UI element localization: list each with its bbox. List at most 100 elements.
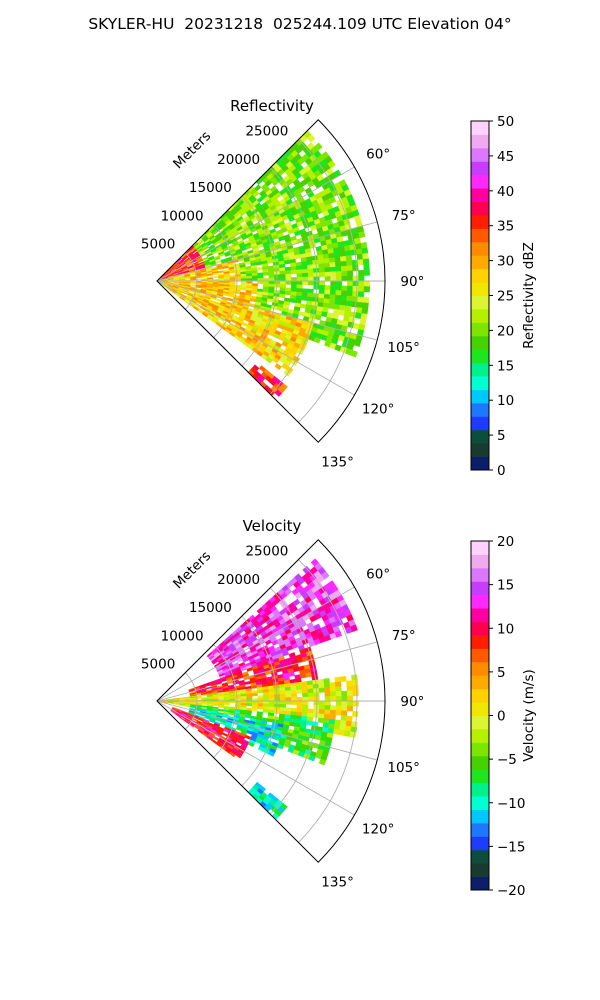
echo-cell: [307, 134, 316, 143]
echo-cell: [291, 697, 298, 702]
echo-cell: [335, 294, 342, 301]
echo-cell: [357, 259, 364, 266]
echo-cell: [314, 314, 322, 321]
echo-cell: [290, 287, 298, 293]
echo-cells: [157, 130, 371, 397]
echo-cell: [363, 280, 371, 287]
colorbar-tick-label: 5: [497, 665, 506, 681]
echo-cell: [268, 703, 275, 708]
echo-cell: [257, 706, 264, 710]
echo-cell: [190, 284, 197, 287]
echo-cell: [262, 709, 269, 713]
echo-cell: [190, 278, 197, 281]
echo-cell: [347, 700, 354, 707]
echo-cell: [323, 262, 331, 269]
echo-cell: [324, 700, 331, 706]
echo-cell: [329, 714, 336, 720]
echo-cell: [329, 709, 337, 716]
colorbar-segment: [471, 702, 489, 716]
echo-cell: [363, 286, 370, 293]
colorbar-segment: [471, 147, 489, 162]
echo-cell: [302, 280, 309, 286]
echo-cell: [339, 720, 347, 727]
echo-cell: [341, 265, 348, 272]
echo-cell: [279, 690, 286, 695]
echo-cell: [279, 277, 287, 282]
azimuth-gridline: [156, 700, 355, 816]
echo-cell: [361, 247, 369, 255]
echo-cell: [244, 680, 251, 685]
echo-cell: [334, 630, 343, 638]
echo-cell: [313, 336, 321, 344]
echo-cell: [285, 277, 292, 282]
colorbar-segment: [471, 174, 489, 189]
echo-cell: [335, 710, 342, 716]
echo-cell: [285, 693, 292, 698]
echo-cell: [341, 700, 348, 707]
echo-cell: [302, 276, 309, 282]
colorbar-segment: [471, 594, 489, 609]
colorbar-segment: [471, 201, 489, 216]
reflectivity-panel: 5000 10000 15000 20000 25000 Meters 60° 75° 90° 1…: [141, 119, 424, 471]
echo-cell: [274, 389, 283, 397]
echo-cell: [321, 311, 328, 318]
echo-cell: [268, 274, 275, 279]
echo-cell: [214, 256, 221, 261]
echo-cell: [306, 720, 313, 726]
echo-cell: [341, 710, 348, 717]
echo-cell: [323, 258, 330, 264]
colorbar-segment: [471, 782, 489, 797]
angle-tick-label: 75°: [392, 208, 416, 224]
colorbar-segment: [471, 688, 489, 703]
echo-cell: [346, 685, 353, 692]
echo-cell: [229, 276, 236, 280]
echo-cell: [323, 678, 330, 684]
echo-cell: [290, 266, 297, 271]
colorbar-segment: [471, 554, 489, 569]
echo-cell: [324, 691, 331, 697]
echo-cell: [330, 276, 337, 282]
echo-cell: [279, 274, 286, 278]
colorbar-segment: [471, 389, 489, 404]
echo-cell: [346, 285, 354, 292]
colorbar-segment: [471, 402, 489, 417]
echo-cell: [234, 291, 241, 295]
echo-cell: [318, 293, 325, 299]
colorbar-tick-label: 15: [497, 358, 514, 374]
echo-cell: [217, 708, 224, 712]
echo-cell: [266, 298, 274, 303]
echo-cell: [318, 709, 325, 715]
colorbar-segment: [471, 675, 489, 690]
azimuth-gridline: [156, 641, 378, 702]
colorbar-tick-label: 20: [497, 323, 514, 339]
echo-cell: [338, 729, 346, 736]
echo-cell: [296, 276, 303, 282]
echo-cell: [284, 266, 292, 272]
echo-cell: [291, 693, 298, 698]
echo-cell: [296, 288, 303, 293]
echo-cell: [289, 298, 297, 304]
colorbar-segment: [471, 349, 489, 364]
echo-cell: [324, 289, 331, 295]
echo-cell: [285, 280, 292, 285]
radial-axis-label: Meters: [170, 128, 214, 172]
echo-cell: [351, 296, 359, 303]
echo-cell: [363, 269, 370, 276]
echo-cell: [291, 700, 298, 705]
echo-cell: [351, 674, 358, 681]
colorbar-tick-label: 0: [497, 709, 506, 725]
echo-cell: [345, 300, 353, 307]
echo-cell: [217, 270, 224, 274]
echo-cell: [340, 715, 348, 722]
colorbar-segment: [471, 322, 489, 337]
echo-cell: [352, 690, 359, 697]
angle-tick-label: 105°: [387, 340, 420, 356]
radial-tick-label: 15000: [189, 180, 232, 196]
echo-cell: [354, 312, 362, 319]
radial-tick-label: 10000: [161, 628, 204, 644]
colorbar-segment: [471, 268, 489, 283]
colorbar-segment: [471, 228, 489, 243]
velocity-colorbar: −20 −15 −10 −5 0 5 10 15 20 Velocity (m/s): [470, 534, 537, 899]
echo-cell: [352, 285, 359, 292]
colorbar-tick-label: 10: [497, 621, 514, 637]
